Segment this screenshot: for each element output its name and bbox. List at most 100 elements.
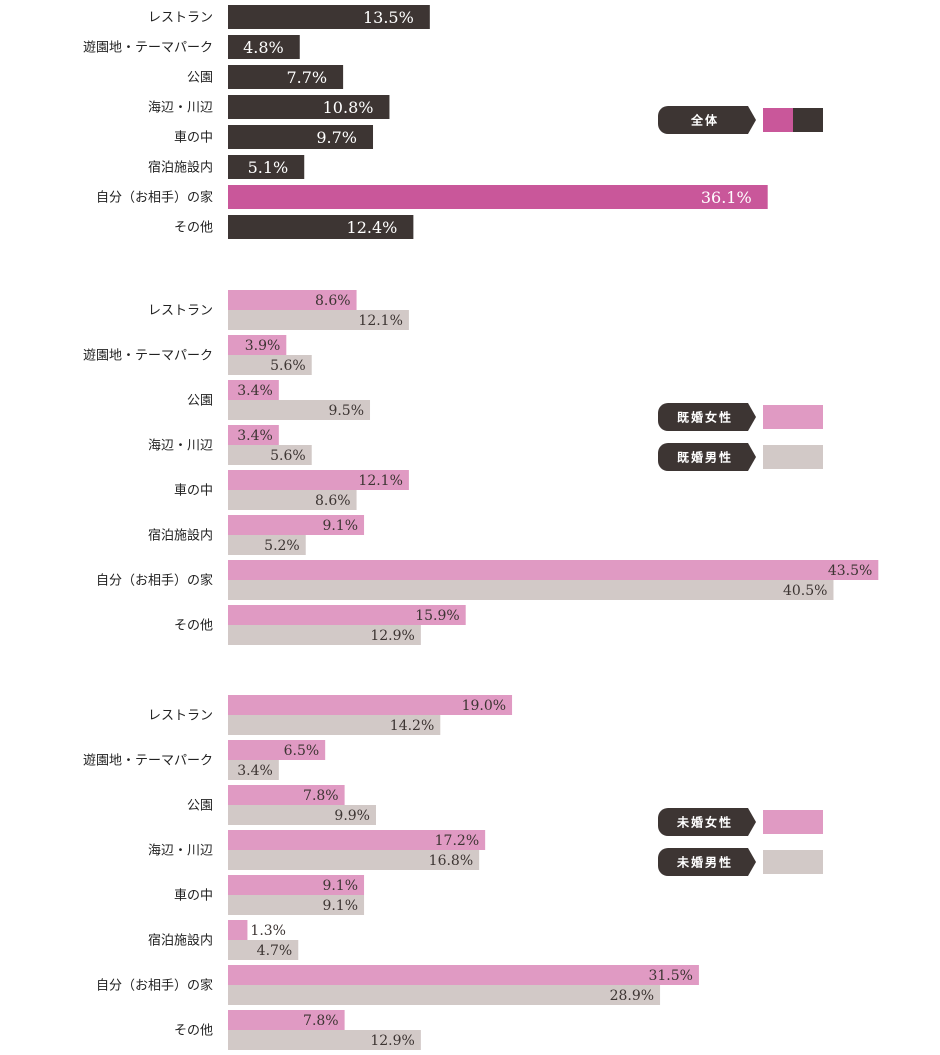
bar <box>228 965 699 985</box>
bar <box>228 490 357 510</box>
bar-value-label: 43.5% <box>828 563 872 579</box>
category-label: その他 <box>174 619 213 634</box>
bar <box>228 125 374 149</box>
bar <box>228 830 486 850</box>
bar-value-label: 28.9% <box>610 988 654 1004</box>
category-label: レストラン <box>148 304 213 319</box>
legend-tag-overall <box>658 106 756 134</box>
category-label: レストラン <box>148 709 213 724</box>
bar <box>228 515 365 535</box>
bar-value-label: 4.8% <box>243 38 284 57</box>
bar-value-label: 9.1% <box>322 898 358 914</box>
bar-value-label: 15.9% <box>415 608 459 624</box>
bar-value-label: 40.5% <box>783 583 827 599</box>
category-label: その他 <box>174 221 213 236</box>
bar-value-label: 12.9% <box>370 1033 414 1049</box>
bar-value-label: 14.2% <box>390 718 434 734</box>
category-label: 車の中 <box>174 889 213 904</box>
legend-swatch-married-1 <box>763 445 823 469</box>
bar <box>228 425 279 445</box>
bar-value-label: 12.4% <box>347 218 398 237</box>
category-label: 車の中 <box>174 484 213 499</box>
bar-value-label: 17.2% <box>435 833 479 849</box>
legend-swatch-single-0 <box>763 810 823 834</box>
category-label: 遊園地・テーマパーク <box>83 41 213 56</box>
bar-value-label: 5.1% <box>248 158 289 177</box>
bar <box>228 740 326 760</box>
category-label: 宿泊施設内 <box>148 160 213 176</box>
legend-label-single-0: 未婚女性 <box>676 815 733 830</box>
category-label: 海辺・川辺 <box>148 844 213 859</box>
category-label: 自分（お相手）の家 <box>96 573 213 589</box>
legend-swatch-married-0 <box>763 405 823 429</box>
bar-value-label: 5.6% <box>270 448 306 464</box>
bar <box>228 470 409 490</box>
bar <box>228 985 661 1005</box>
bar-value-label: 19.0% <box>462 698 506 714</box>
bar <box>228 625 421 645</box>
bar <box>228 5 430 29</box>
bar <box>228 875 365 895</box>
bar <box>228 895 365 915</box>
bar-value-label: 9.1% <box>322 518 358 534</box>
bar <box>228 400 371 420</box>
bar <box>228 335 287 355</box>
category-label: 車の中 <box>174 131 213 146</box>
bar-value-label: 16.8% <box>429 853 473 869</box>
bar <box>228 695 513 715</box>
legend-label-married-1: 既婚男性 <box>677 450 733 465</box>
bar <box>228 920 248 940</box>
bar <box>228 805 377 825</box>
bar <box>228 95 390 119</box>
bar-value-label: 9.1% <box>322 878 358 894</box>
bar-value-label: 10.8% <box>323 98 374 117</box>
legend-swatch-overall <box>763 108 793 132</box>
bar <box>228 380 279 400</box>
bar-value-label: 3.9% <box>245 338 281 354</box>
bar-value-label: 8.6% <box>315 293 351 309</box>
category-label: 公園 <box>187 394 213 409</box>
category-label: 公園 <box>187 799 213 814</box>
legend-label-married-0: 既婚女性 <box>677 410 733 425</box>
legend-tag-single-0 <box>658 808 756 836</box>
bar <box>228 560 879 580</box>
bar <box>228 185 768 209</box>
bar-value-label: 8.6% <box>315 493 351 509</box>
bar-value-label: 6.5% <box>284 743 320 759</box>
bar <box>228 65 344 89</box>
bar <box>228 940 299 960</box>
bar <box>228 355 312 375</box>
bar-value-label: 3.4% <box>237 428 273 444</box>
category-label: 遊園地・テーマパーク <box>83 754 213 769</box>
bar-value-label: 3.4% <box>237 383 273 399</box>
category-label: 自分（お相手）の家 <box>96 190 213 206</box>
bar <box>228 35 300 59</box>
legend-swatch-single-1 <box>763 850 823 874</box>
bar-value-label: 12.9% <box>370 628 414 644</box>
bar-value-label: 9.5% <box>328 403 364 419</box>
legend-tag-married-0 <box>658 403 756 431</box>
bar <box>228 290 357 310</box>
bar <box>228 785 345 805</box>
bar <box>228 535 306 555</box>
bar <box>228 850 480 870</box>
legend-label-single-1: 未婚男性 <box>676 855 733 870</box>
bar-value-label: 5.6% <box>270 358 306 374</box>
bar-value-label: 3.4% <box>237 763 273 779</box>
bar <box>228 155 305 179</box>
bar-value-label: 36.1% <box>701 188 752 207</box>
bar <box>228 580 834 600</box>
bar <box>228 215 414 239</box>
bar <box>228 1010 345 1030</box>
category-label: その他 <box>174 1024 213 1039</box>
category-label: 宿泊施設内 <box>148 528 213 544</box>
category-label: 海辺・川辺 <box>148 439 213 454</box>
bar <box>228 445 312 465</box>
bar <box>228 1030 421 1050</box>
category-label: 自分（お相手）の家 <box>96 978 213 994</box>
category-label: 遊園地・テーマパーク <box>83 349 213 364</box>
bar-value-label: 4.7% <box>257 943 293 959</box>
bar-value-label: 5.2% <box>264 538 300 554</box>
bar-value-label: 13.5% <box>363 8 414 27</box>
